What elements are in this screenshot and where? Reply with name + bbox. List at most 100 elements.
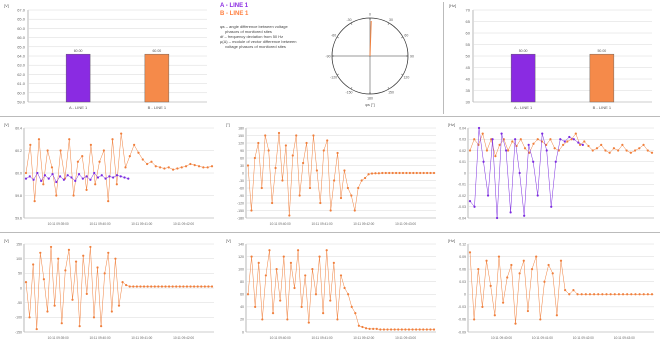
data-point <box>505 149 508 152</box>
series-line <box>469 132 653 157</box>
data-point <box>572 288 575 292</box>
data-point <box>77 173 81 176</box>
data-point <box>374 172 377 175</box>
data-point <box>350 194 353 197</box>
data-point <box>506 149 510 152</box>
data-point <box>163 167 166 170</box>
data-point <box>115 174 119 177</box>
data-point <box>526 309 530 313</box>
data-point <box>117 304 121 307</box>
data-point <box>468 251 472 254</box>
phasor-tick <box>401 36 404 39</box>
y-axis-unit: [V] <box>4 3 9 8</box>
data-point <box>319 201 322 205</box>
data-point <box>32 263 35 266</box>
data-point <box>550 205 553 208</box>
y-tick-label: 180 <box>238 126 244 130</box>
phasor-tick-label: 180 <box>367 96 373 100</box>
data-point <box>81 177 84 180</box>
data-point <box>419 171 422 175</box>
bar <box>65 53 91 103</box>
data-point <box>336 318 339 321</box>
data-point <box>559 259 563 262</box>
y-tick-label: 59.8 <box>15 194 22 198</box>
note-line: phasors of monitored sites <box>225 29 272 34</box>
data-point <box>518 272 521 275</box>
y-tick-label: -150 <box>15 330 22 334</box>
data-point <box>357 324 360 327</box>
data-point <box>296 249 300 252</box>
data-point <box>128 155 131 158</box>
data-point <box>43 174 47 177</box>
y-tick-label: -0.06 <box>458 318 466 322</box>
y-tick-label: -0.02 <box>458 194 466 198</box>
data-point <box>530 268 534 271</box>
data-point <box>37 138 41 141</box>
data-point <box>500 132 503 135</box>
data-point <box>282 255 285 258</box>
line-chart-r1c2: [°] 180 150 120 90 60 30 0 -30 -60 -90 -120 -150 -180… <box>222 118 442 232</box>
note-line: φs – angle difference between voltage <box>220 24 288 29</box>
data-point <box>426 171 429 175</box>
data-point <box>601 293 604 296</box>
data-point <box>625 149 628 152</box>
data-point <box>405 171 408 175</box>
y-tick-label: 59.6 <box>15 216 22 220</box>
data-point <box>154 165 157 168</box>
y-tick-label: 60.4 <box>15 126 22 130</box>
data-point <box>477 268 480 271</box>
data-point <box>638 293 641 296</box>
y-tick-label: 90 <box>240 149 244 153</box>
x-tick-label: 10:11 09:41:00 <box>532 336 553 340</box>
x-tick-label: 10:11 09:42:00 <box>353 336 374 340</box>
x-tick-label: 10:11 09:40:00 <box>491 336 512 340</box>
data-point <box>633 149 637 152</box>
data-point <box>583 140 586 143</box>
y-tick-label: 0 <box>20 286 22 290</box>
y-tick-label: 150 <box>238 134 244 138</box>
y-tick-label: 35 <box>466 88 471 93</box>
data-point <box>246 164 250 167</box>
data-point <box>568 135 571 139</box>
x-category-label: B - LINE 1 <box>148 105 167 110</box>
y-tick-label: 60 <box>466 31 471 36</box>
x-tick-label: 10:11 09:39:00 <box>48 336 69 340</box>
y-tick-label: 60.0 <box>17 90 26 95</box>
data-point <box>246 293 250 296</box>
definition-notes: φs – angle difference between voltage ph… <box>220 24 315 49</box>
data-point <box>491 138 494 141</box>
phasor-tick-label: -120 <box>330 75 337 79</box>
data-point <box>121 281 124 284</box>
data-point <box>361 325 364 329</box>
x-tick-label: 10:11 09:41:00 <box>131 336 152 340</box>
data-point <box>164 285 167 288</box>
data-point <box>189 285 192 288</box>
data-point <box>175 285 178 288</box>
y-tick-label: 60.0 <box>17 26 26 31</box>
data-point <box>322 149 325 152</box>
data-point <box>415 171 418 175</box>
y-axis-unit: [Hz] <box>448 122 455 127</box>
data-point <box>271 201 274 205</box>
data-point <box>203 285 206 288</box>
data-point <box>477 143 480 146</box>
data-point <box>326 139 329 142</box>
data-point <box>119 175 122 178</box>
data-point <box>304 274 307 277</box>
data-point <box>580 293 583 296</box>
data-point <box>506 276 509 279</box>
data-point <box>608 151 611 154</box>
data-point <box>281 179 284 182</box>
data-point <box>536 138 539 141</box>
data-point <box>397 328 400 331</box>
data-point <box>64 269 67 272</box>
data-point <box>629 151 632 154</box>
bar-chart-left-svg: [V] 67.0 65.0 60.0 66.0 65.0 64.0 63.0 62.0 61.0 6… <box>4 3 207 110</box>
y-axis-unit: [V] <box>226 238 231 243</box>
y-tick-label: -120 <box>237 201 244 205</box>
data-point <box>638 147 641 150</box>
data-point <box>167 166 170 169</box>
data-point <box>597 293 600 296</box>
data-point <box>124 166 127 169</box>
data-point <box>104 177 107 180</box>
